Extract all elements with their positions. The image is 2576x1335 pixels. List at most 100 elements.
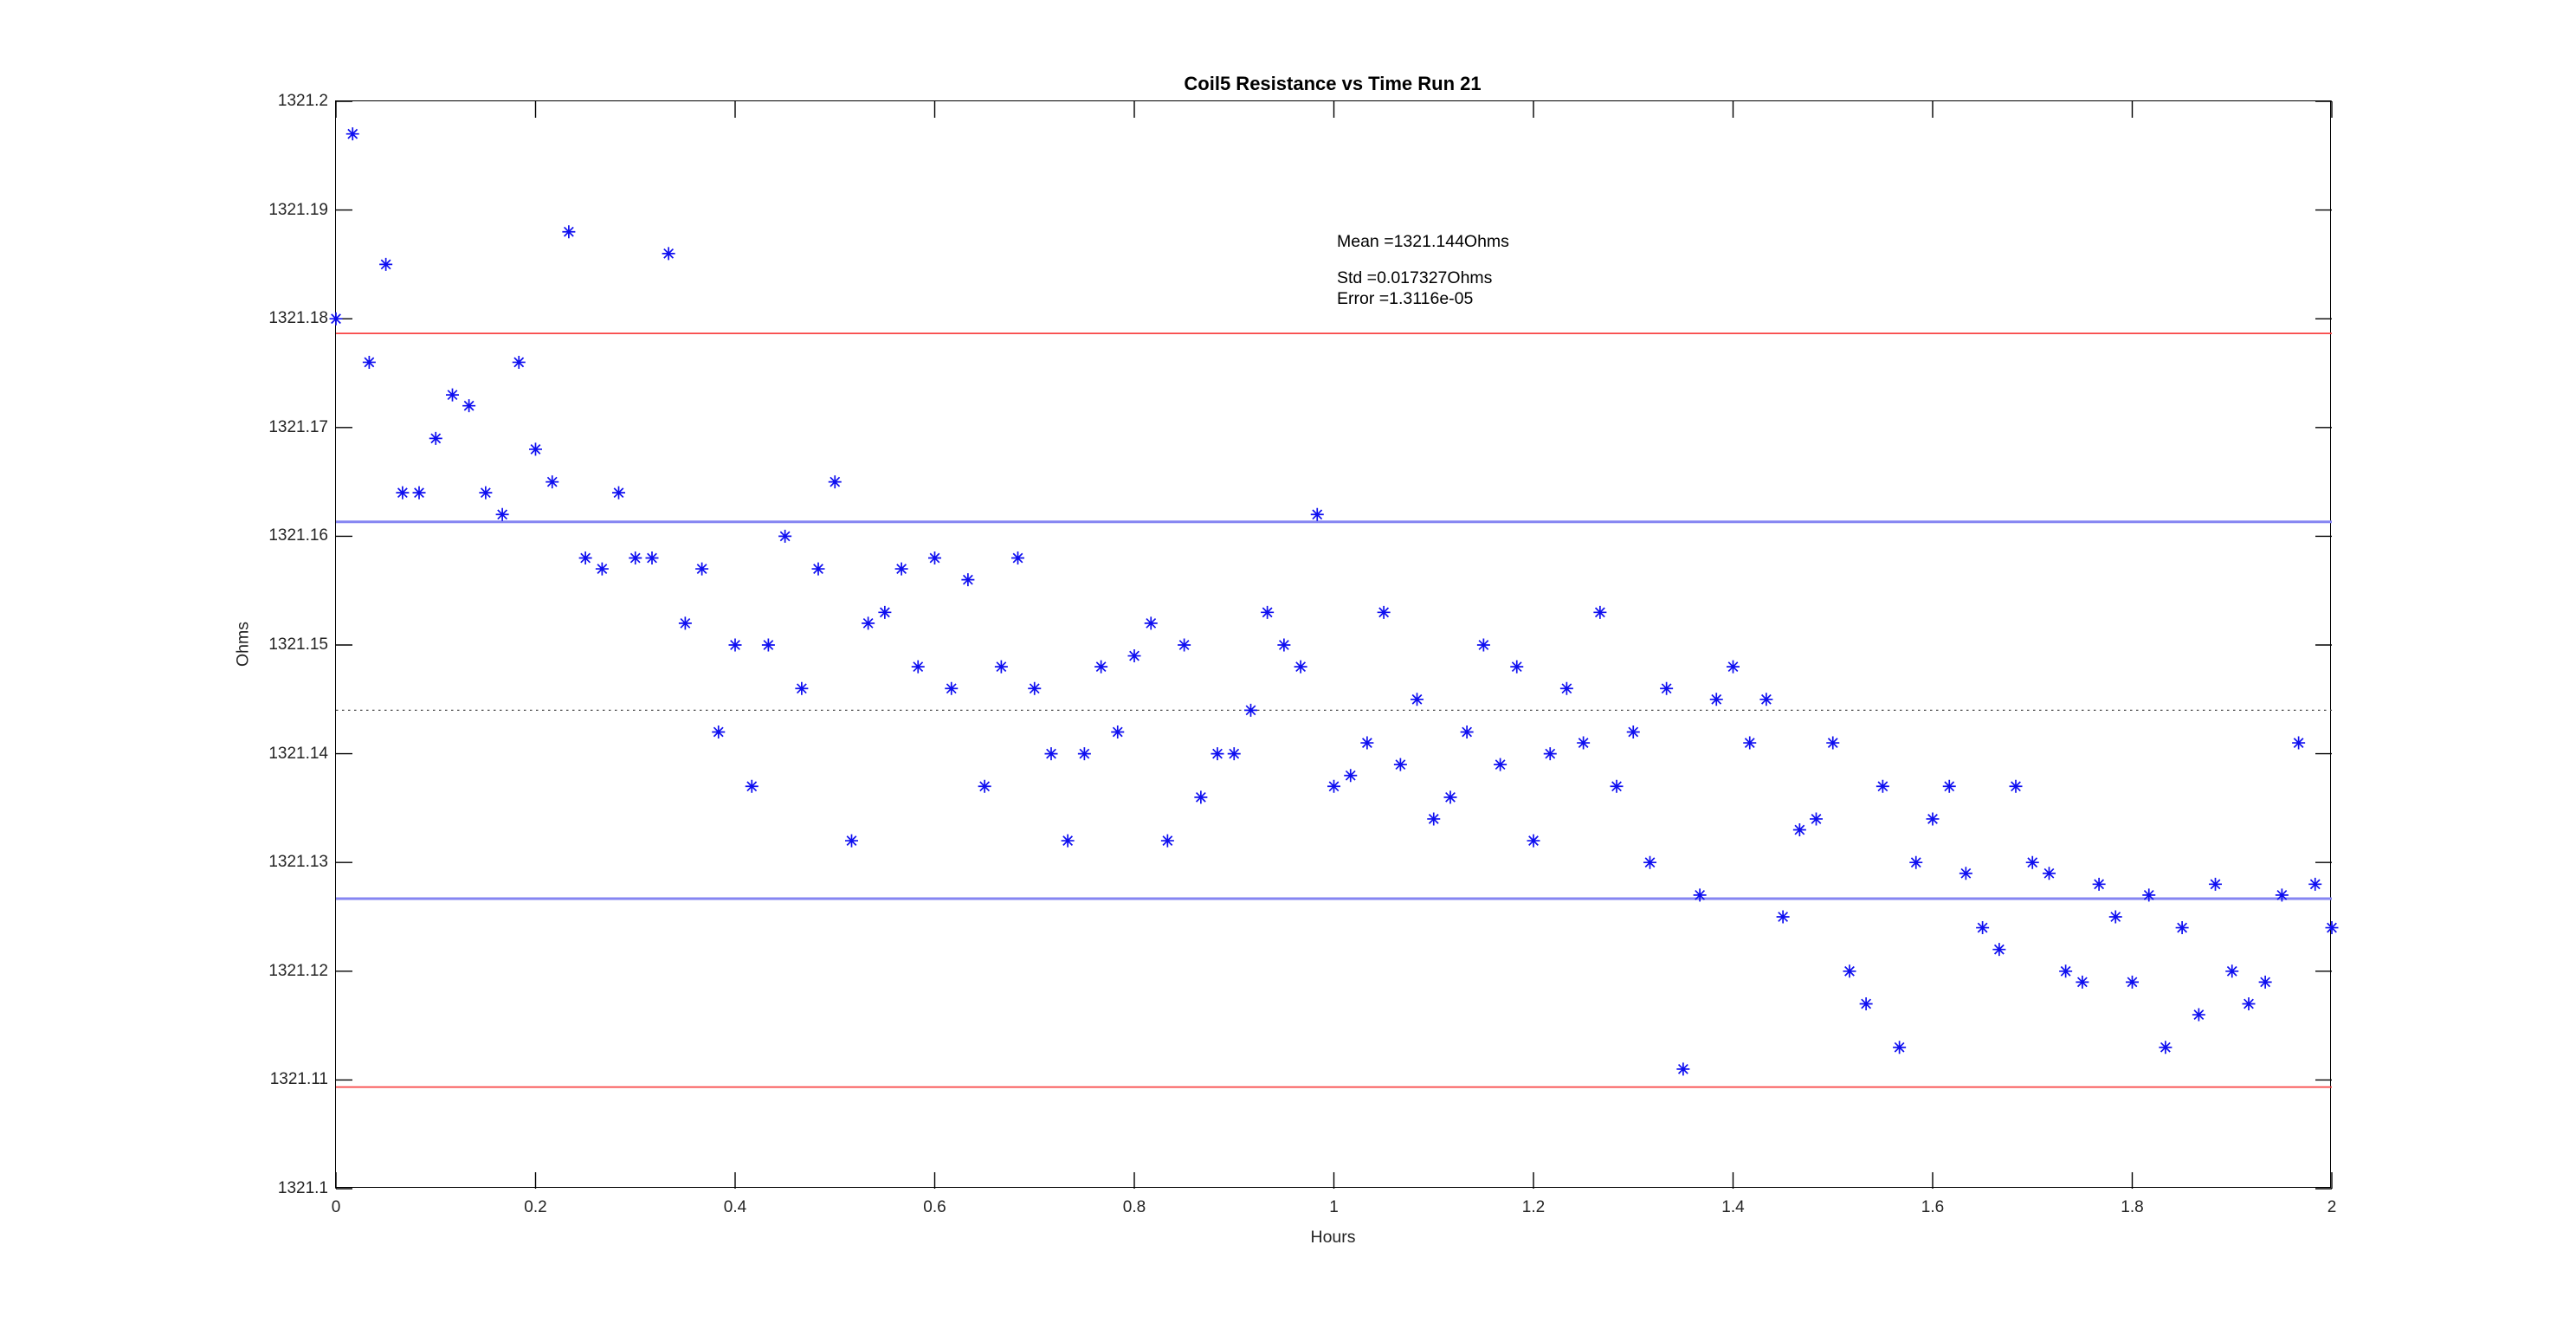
data-point-marker: [2192, 1008, 2205, 1022]
data-point-marker: [595, 562, 609, 576]
chart-title: Coil5 Resistance vs Time Run 21: [1184, 73, 1482, 94]
data-point-marker: [2108, 910, 2122, 924]
data-point-marker: [2025, 855, 2039, 869]
data-point-marker: [1543, 747, 1557, 761]
data-point-marker: [1494, 758, 1508, 771]
data-point-marker: [1660, 681, 1674, 695]
data-point-marker: [862, 616, 875, 630]
data-point-marker: [429, 431, 442, 445]
data-point-marker: [911, 660, 925, 674]
data-point-marker: [1776, 910, 1790, 924]
y-tick-label: 1321.15: [268, 635, 328, 654]
x-tick-label: 1.6: [1921, 1198, 1945, 1216]
data-point-marker: [1178, 638, 1191, 652]
data-point-marker: [1843, 964, 1856, 978]
data-point-marker: [1144, 616, 1158, 630]
data-point-marker: [1194, 790, 1208, 804]
data-point-marker: [2242, 996, 2256, 1010]
data-point-marker: [1277, 638, 1291, 652]
y-tick-label: 1321.16: [268, 526, 328, 545]
data-point-marker: [2175, 921, 2189, 935]
data-point-marker: [1792, 823, 1806, 837]
data-point-marker: [878, 605, 892, 619]
data-point-marker: [1460, 725, 1474, 738]
data-point-marker: [1942, 779, 1956, 793]
data-point-marker: [2076, 975, 2089, 989]
data-point-marker: [1859, 996, 1873, 1010]
data-point-marker: [645, 551, 659, 565]
data-point-marker: [1327, 779, 1340, 793]
data-point-marker: [578, 551, 592, 565]
y-tick-label: 1321.2: [277, 92, 328, 110]
data-point-marker: [329, 312, 343, 326]
data-point-marker: [1926, 812, 1940, 826]
y-tick-label: 1321.17: [268, 417, 328, 436]
data-point-marker: [928, 551, 941, 565]
y-tick-label: 1321.13: [268, 853, 328, 872]
data-point-marker: [1011, 551, 1025, 565]
data-point-marker: [1028, 681, 1042, 695]
mean-annotation: Mean =1321.144Ohms: [1337, 232, 1509, 251]
data-point-marker: [828, 475, 842, 489]
data-point-marker: [1393, 758, 1407, 771]
data-point-marker: [1810, 812, 1823, 826]
data-point-marker: [2292, 736, 2306, 750]
y-tick-label: 1321.18: [268, 309, 328, 328]
data-point-marker: [994, 660, 1008, 674]
data-point-marker: [1893, 1041, 1907, 1054]
data-point-marker: [2142, 888, 2156, 902]
x-tick-label: 2: [2327, 1198, 2337, 1216]
data-point-marker: [1044, 747, 1058, 761]
data-point-marker: [1310, 507, 1324, 521]
x-axis-label: Hours: [1310, 1228, 1356, 1247]
data-point-marker: [379, 257, 393, 271]
data-point-marker: [396, 486, 410, 500]
data-point-marker: [1360, 736, 1374, 750]
x-tick-label: 1.2: [1521, 1198, 1546, 1216]
x-tick-label: 0.4: [723, 1198, 747, 1216]
data-point-marker: [562, 225, 576, 239]
data-point-marker: [546, 475, 559, 489]
data-point-marker: [745, 779, 759, 793]
data-point-marker: [2126, 975, 2139, 989]
x-tick-label: 1.4: [1721, 1198, 1745, 1216]
data-point-marker: [345, 127, 359, 141]
data-point-marker: [2258, 975, 2272, 989]
data-point-marker: [1476, 638, 1490, 652]
data-point-marker: [1127, 649, 1141, 663]
x-tick-label: 1.8: [2121, 1198, 2144, 1216]
data-point-marker: [1876, 779, 1889, 793]
data-point-marker: [945, 681, 959, 695]
data-point-marker: [795, 681, 809, 695]
std-annotation: Std =0.017327Ohms: [1337, 268, 1493, 287]
data-point-marker: [695, 562, 709, 576]
data-point-marker: [1826, 736, 1840, 750]
data-point-marker: [2225, 964, 2239, 978]
data-point-marker: [2043, 867, 2056, 880]
data-point-marker: [978, 779, 991, 793]
data-point-marker: [811, 562, 825, 576]
data-point-marker: [728, 638, 742, 652]
stats-annotation: Mean =1321.144Ohms Std =0.017327Ohms Err…: [1337, 233, 1509, 308]
data-point-marker: [1227, 747, 1241, 761]
data-point-marker: [1527, 834, 1540, 848]
data-point-marker: [1610, 779, 1624, 793]
axis-ticks: [335, 100, 2333, 1190]
data-point-marker: [1344, 769, 1358, 783]
data-point-marker: [1959, 867, 1972, 880]
y-tick-label: 1321.12: [268, 961, 328, 980]
data-point-marker: [1577, 736, 1591, 750]
data-point-marker: [362, 355, 376, 369]
data-point-marker: [1294, 660, 1307, 674]
data-point-marker: [1443, 790, 1457, 804]
x-tick-label: 0: [331, 1198, 341, 1216]
data-point-marker: [2209, 877, 2222, 891]
data-point-marker: [662, 247, 675, 261]
data-point-marker: [1377, 605, 1391, 619]
data-point-marker: [678, 616, 692, 630]
data-point-marker: [2275, 888, 2289, 902]
data-point-marker: [2092, 877, 2106, 891]
data-point-marker: [1743, 736, 1757, 750]
data-point-marker: [778, 529, 792, 543]
